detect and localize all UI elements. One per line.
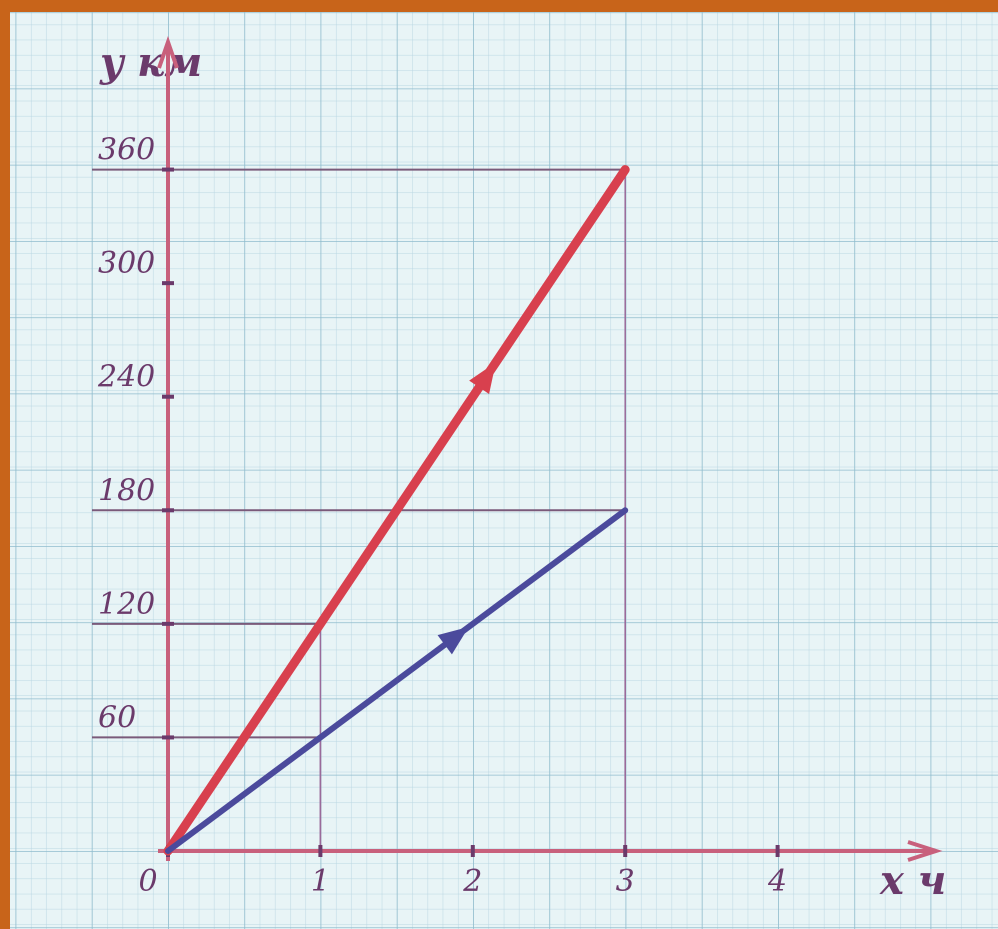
y-axis-label: y км xyxy=(99,39,202,86)
graph-paper-grid xyxy=(10,12,998,929)
x-tick-label: 1 xyxy=(311,864,330,899)
x-tick-label: 4 xyxy=(767,864,787,899)
x-tick-label: 0 xyxy=(138,864,157,899)
x-tick-label: 2 xyxy=(462,864,482,899)
y-tick-label: 360 xyxy=(98,133,155,168)
chart: y км x ч 60 120 180 240 300 360 0 1 2 3 4 xyxy=(0,0,998,929)
y-tick-label: 60 xyxy=(98,700,136,735)
page: {"chart_data": {"type": "line", "y_label… xyxy=(0,0,998,929)
y-tick-label: 120 xyxy=(98,587,155,622)
x-tick-label: 3 xyxy=(616,864,635,899)
y-tick-label: 300 xyxy=(98,246,155,281)
x-axis-label: x ч xyxy=(879,857,946,904)
y-tick-label: 180 xyxy=(98,473,155,508)
y-tick-label: 240 xyxy=(97,360,155,395)
